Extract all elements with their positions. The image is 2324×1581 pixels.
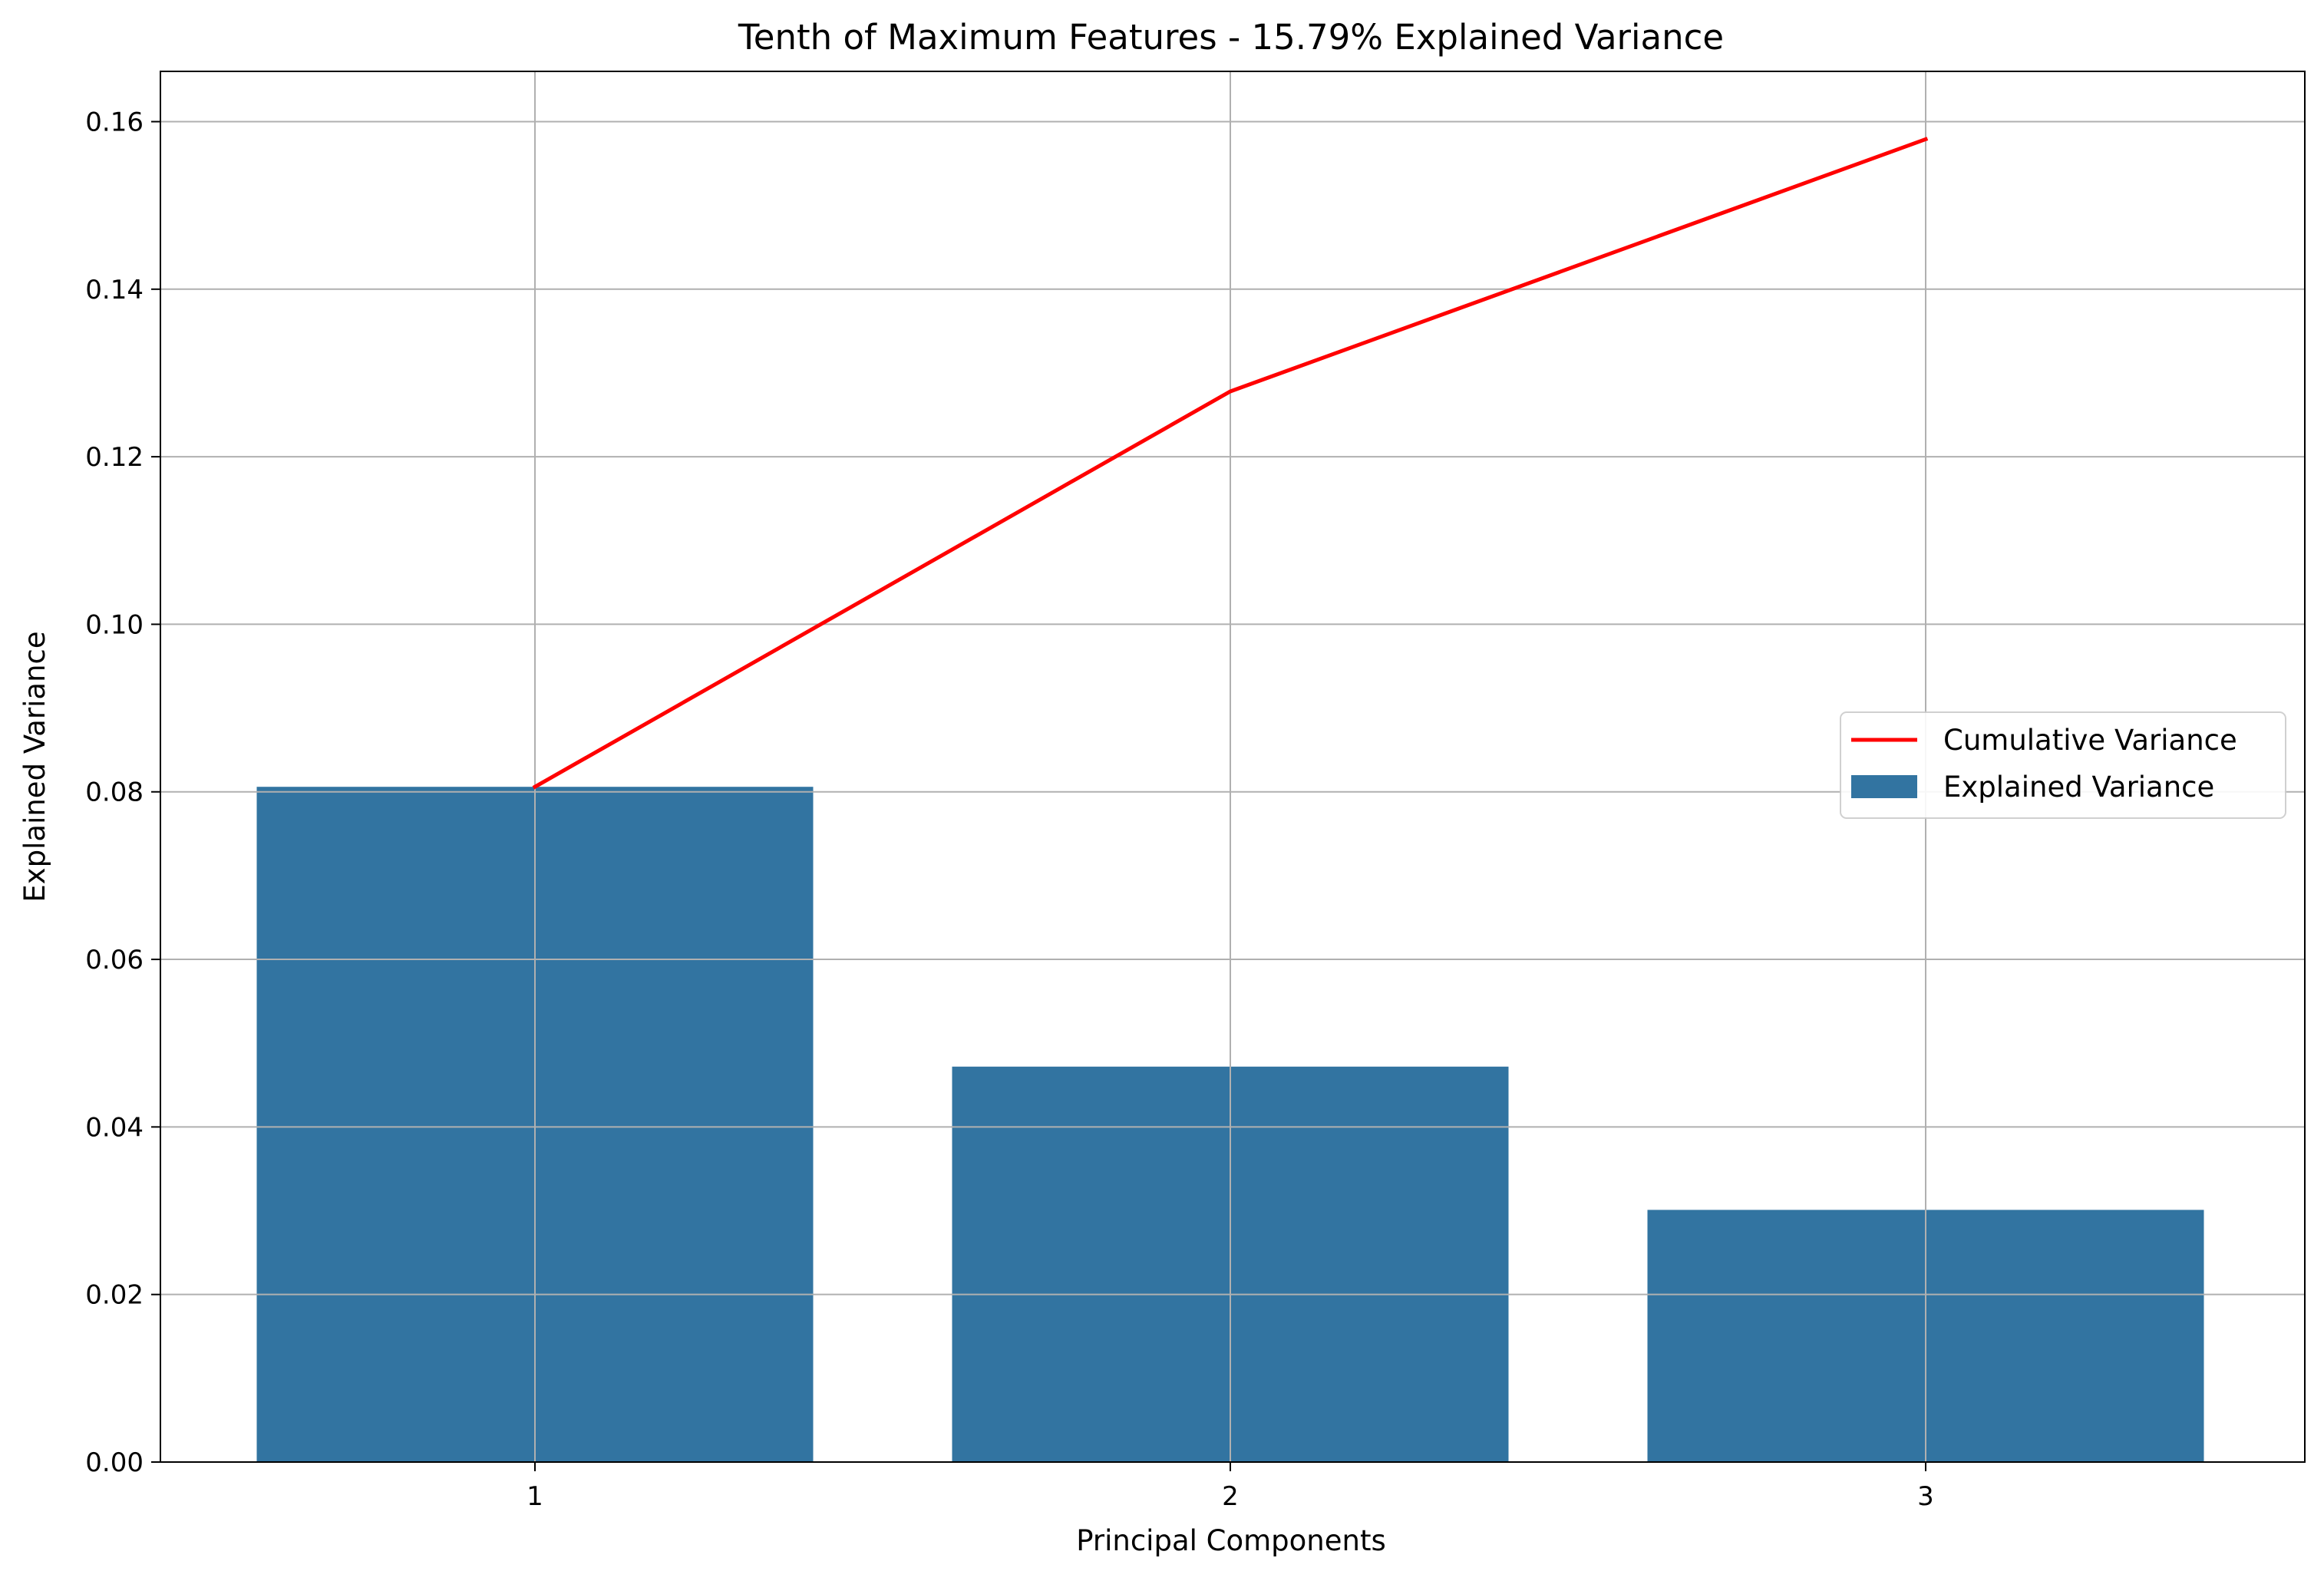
legend-swatch-explained-variance [1851,775,1917,798]
legend-label-explained-variance: Explained Variance [1943,771,2214,804]
x-tick-label: 1 [527,1481,543,1512]
y-tick-label: 0.14 [85,275,144,305]
chart-title: Tenth of Maximum Features - 15.79% Expla… [738,17,1724,58]
legend-frame [1840,711,2286,819]
y-axis-label: Explained Variance [18,631,51,902]
legend-label-cumulative-variance: Cumulative Variance [1943,724,2237,757]
y-tick-label: 0.04 [85,1112,144,1143]
legend: Cumulative Variance Explained Variance [1840,711,2286,819]
y-axis-ticks: 0.00 0.02 0.04 0.06 0.08 0.10 0.12 0.14 0.16 [85,107,160,1478]
y-tick-label: 0.00 [85,1447,144,1478]
grid-lines [160,71,2305,1463]
x-axis-ticks: 1 2 3 [527,1462,1934,1512]
x-axis-label: Principal Components [1076,1524,1386,1557]
x-tick-label: 3 [1917,1481,1934,1512]
y-tick-label: 0.10 [85,609,144,640]
y-tick-label: 0.02 [85,1280,144,1311]
plot-frame [160,71,2306,1463]
y-tick-label: 0.06 [85,945,144,975]
x-tick-label: 2 [1222,1481,1239,1512]
line-series [532,137,1929,790]
y-tick-label: 0.08 [85,777,144,808]
y-tick-label: 0.16 [85,107,144,137]
y-tick-label: 0.12 [85,442,144,473]
